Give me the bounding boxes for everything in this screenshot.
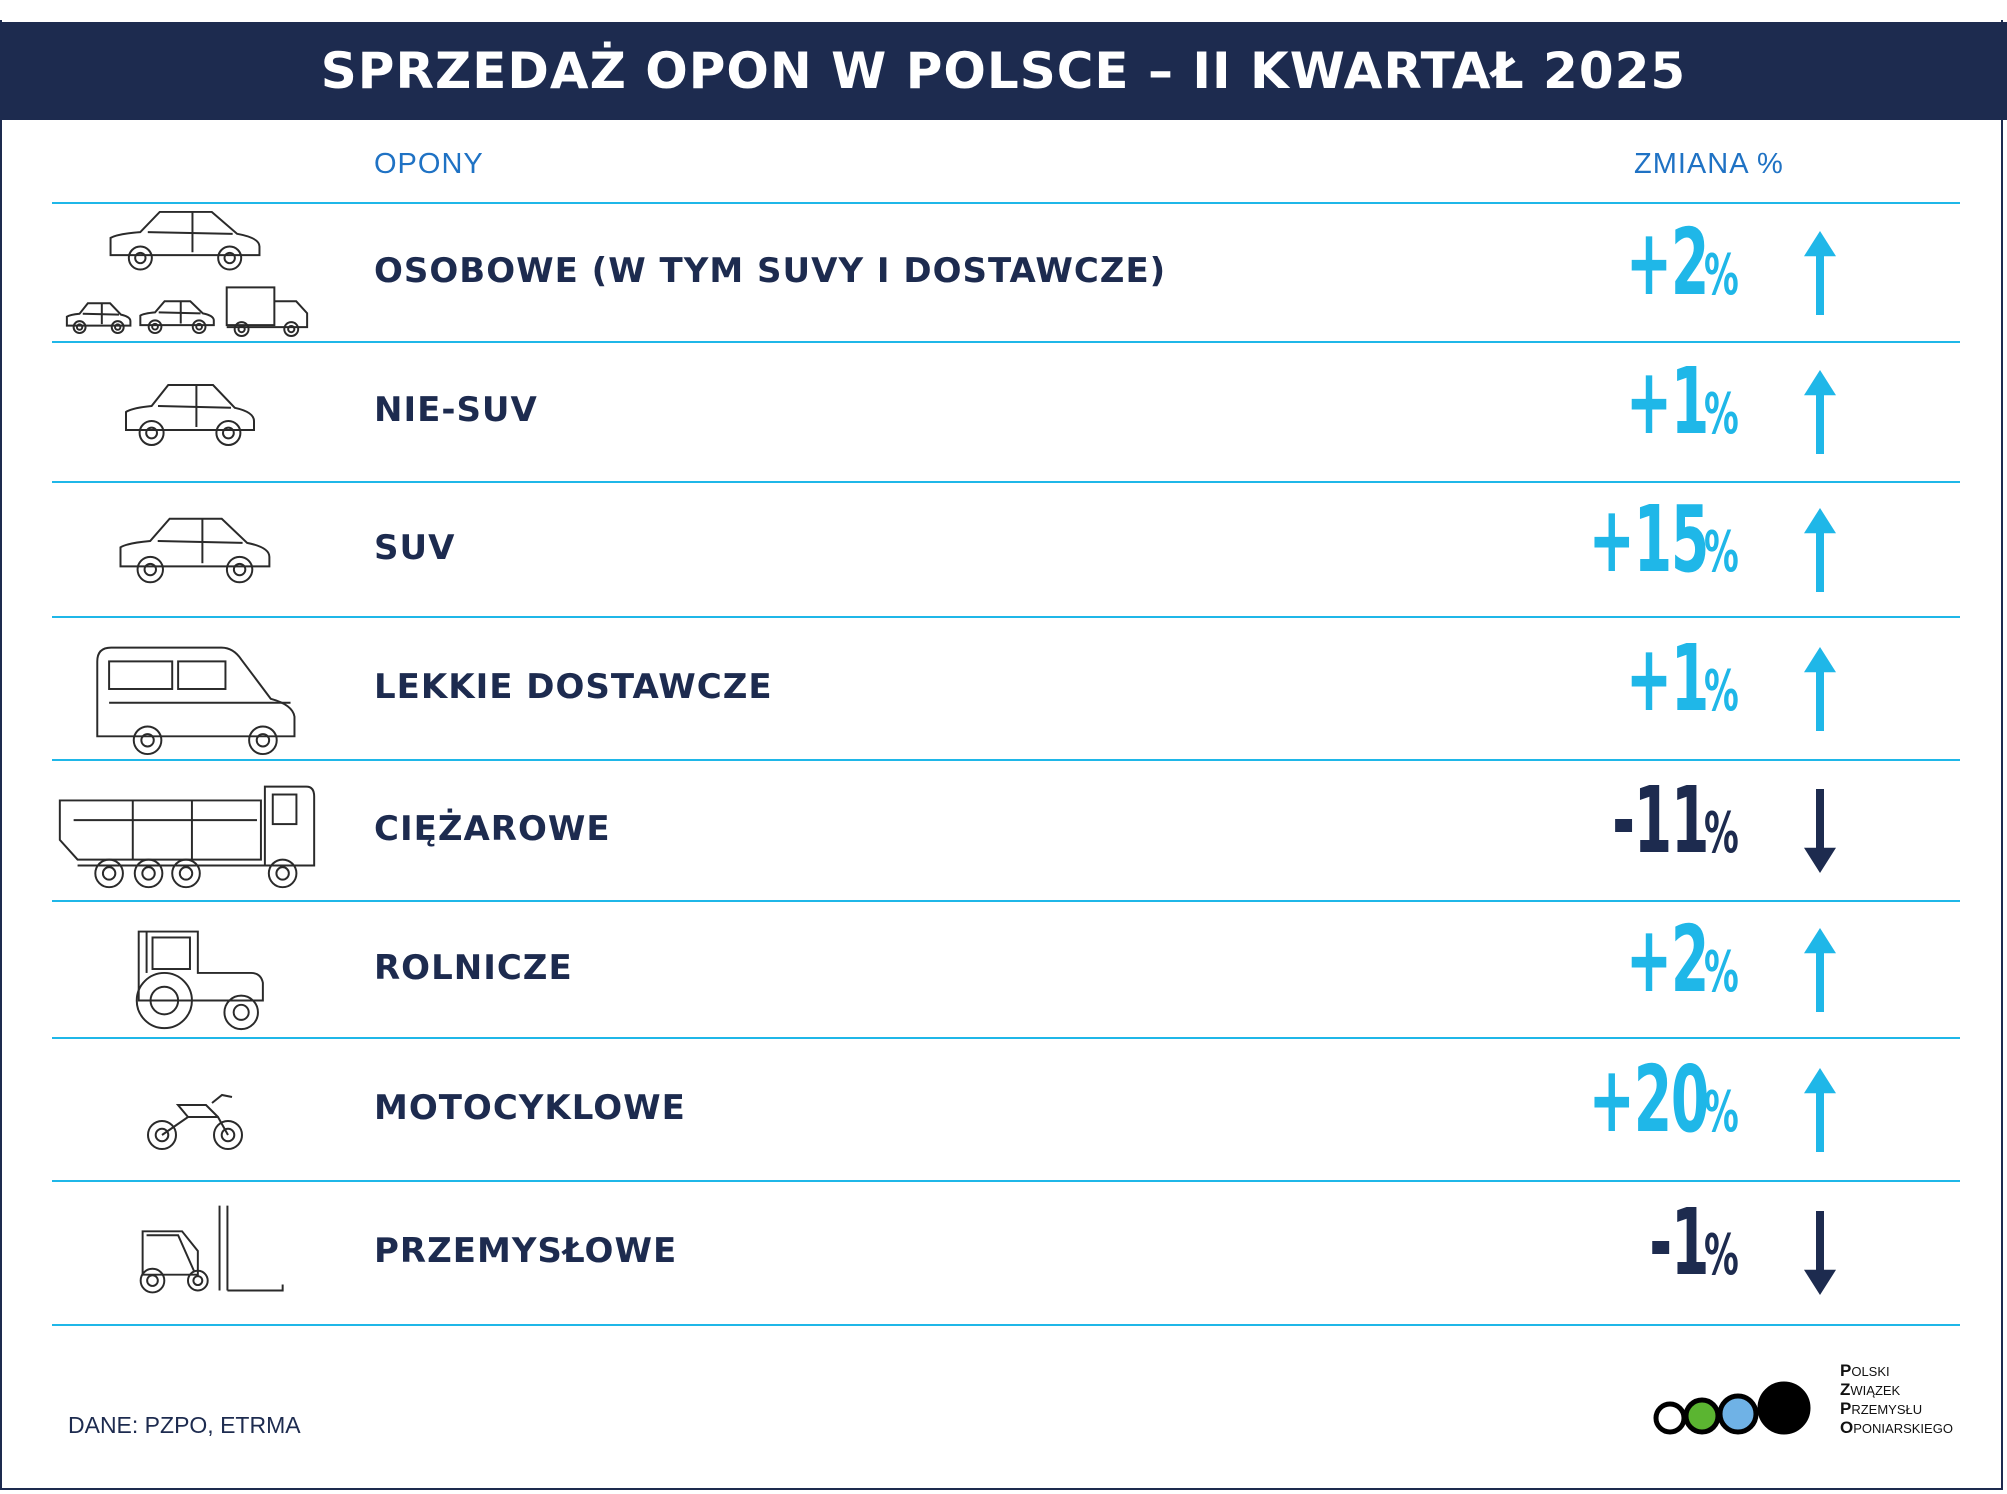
- change-value: -1%: [1610, 1189, 1760, 1296]
- logo-circle: [1653, 1401, 1687, 1435]
- van-icon: [52, 618, 322, 759]
- percent-sign: %: [1703, 658, 1739, 724]
- tractor-icon: [52, 902, 322, 1037]
- card-frame: [0, 20, 2003, 1490]
- change-number: -1: [1648, 1189, 1709, 1296]
- table-row: SUV +15%: [52, 483, 1960, 616]
- table-row: LEKKIE DOSTAWCZE +1%: [52, 618, 1960, 759]
- logo-line: POLSKI: [1840, 1361, 1890, 1380]
- table-row: MOTOCYKLOWE +20%: [52, 1039, 1960, 1180]
- percent-sign: %: [1703, 242, 1739, 308]
- arrow-up-icon: [1800, 646, 1840, 731]
- change-value: -11%: [1548, 767, 1760, 874]
- percent-sign: %: [1703, 1079, 1739, 1145]
- source-note: DANE: PZPO, ETRMA: [68, 1412, 301, 1438]
- arrow-up-icon: [1800, 370, 1840, 454]
- arrow-up-icon: [1800, 507, 1840, 592]
- table-row: ROLNICZE +2%: [52, 902, 1960, 1037]
- change-number: +2: [1625, 208, 1709, 316]
- change-value: +1%: [1571, 625, 1760, 732]
- arrow-up-icon: [1800, 1067, 1840, 1152]
- arrow-up-icon: [1800, 230, 1840, 315]
- hatchback-icon: [52, 343, 322, 481]
- row-divider: [52, 616, 1960, 618]
- row-label: OSOBOWE (W TYM SUVY I DOSTAWCZE): [374, 250, 1167, 291]
- row-divider: [52, 202, 1960, 204]
- forklift-icon: [52, 1182, 322, 1324]
- logo-circle: [1717, 1393, 1759, 1435]
- column-header-category: OPONY: [374, 148, 484, 180]
- change-value: +1%: [1571, 348, 1760, 455]
- row-divider: [52, 900, 1960, 902]
- logo-line: PRZEMYSŁU: [1840, 1399, 1923, 1418]
- change-number: -11: [1611, 766, 1709, 874]
- row-label: LEKKIE DOSTAWCZE: [374, 666, 773, 707]
- percent-sign: %: [1703, 939, 1739, 1005]
- logo-circles: [1653, 1381, 1811, 1435]
- row-label: MOTOCYKLOWE: [374, 1087, 686, 1128]
- pzpo-logo: POLSKI ZWIĄZEK PRZEMYSŁU OPONIARSKIEGO: [1652, 1362, 1953, 1442]
- change-number: +1: [1625, 624, 1709, 732]
- logo-line: ZWIĄZEK: [1840, 1380, 1901, 1399]
- percent-sign: %: [1703, 382, 1739, 447]
- row-divider: [52, 1324, 1960, 1326]
- change-value: +15%: [1509, 486, 1760, 593]
- change-number: +20: [1588, 1045, 1709, 1153]
- logo-circle: [1757, 1381, 1811, 1435]
- arrow-up-icon: [1800, 927, 1840, 1012]
- change-number: +2: [1625, 905, 1709, 1013]
- truck-icon: [52, 761, 322, 900]
- row-divider: [52, 759, 1960, 761]
- table-row: PRZEMYSŁOWE -1%: [52, 1182, 1960, 1324]
- row-label: CIĘŻAROWE: [374, 808, 611, 849]
- percent-sign: %: [1703, 800, 1739, 866]
- motorcycle-icon: [52, 1039, 322, 1180]
- arrow-down-icon: [1800, 1211, 1840, 1295]
- car-group-icon: [52, 204, 322, 341]
- title-bar: SPRZEDAŻ OPON W POLSCE – II KWARTAŁ 2025: [0, 22, 2007, 120]
- suv-icon: [52, 483, 322, 616]
- row-label: PRZEMYSŁOWE: [374, 1231, 678, 1271]
- column-header-change: ZMIANA %: [1634, 148, 1784, 180]
- logo-circle: [1683, 1397, 1721, 1435]
- change-value: +2%: [1571, 209, 1760, 316]
- row-divider: [52, 481, 1960, 483]
- logo-text: POLSKI ZWIĄZEK PRZEMYSŁU OPONIARSKIEGO: [1840, 1362, 1953, 1438]
- row-label: NIE-SUV: [374, 390, 538, 430]
- row-divider: [52, 1180, 1960, 1182]
- page-title: SPRZEDAŻ OPON W POLSCE – II KWARTAŁ 2025: [320, 42, 1687, 100]
- change-number: +15: [1588, 485, 1709, 593]
- change-value: +2%: [1571, 906, 1760, 1013]
- table-row: OSOBOWE (W TYM SUVY I DOSTAWCZE) +2%: [52, 204, 1960, 341]
- change-value: +20%: [1509, 1046, 1760, 1153]
- change-number: +1: [1625, 348, 1709, 455]
- row-divider: [52, 1037, 1960, 1039]
- percent-sign: %: [1703, 1223, 1739, 1288]
- arrow-down-icon: [1800, 788, 1840, 873]
- percent-sign: %: [1703, 519, 1739, 585]
- table-row: CIĘŻAROWE -11%: [52, 761, 1960, 900]
- row-divider: [52, 341, 1960, 343]
- logo-line: OPONIARSKIEGO: [1840, 1418, 1953, 1437]
- row-label: SUV: [374, 527, 456, 568]
- row-label: ROLNICZE: [374, 947, 573, 988]
- table-row: NIE-SUV +1%: [52, 343, 1960, 481]
